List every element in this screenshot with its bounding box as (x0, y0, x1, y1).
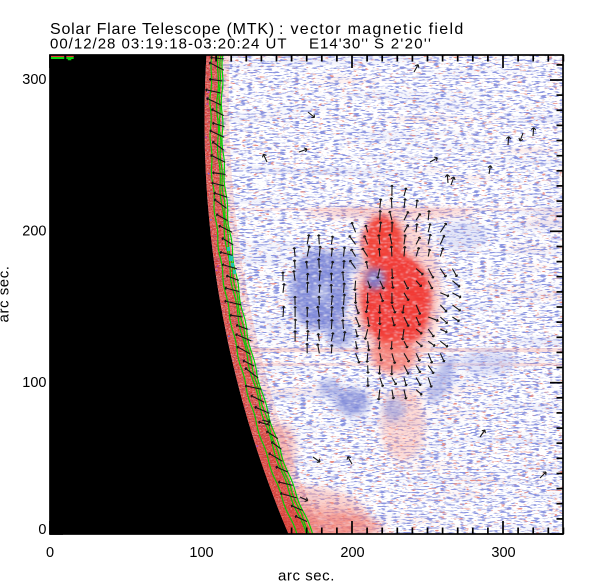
svg-text:200: 200 (340, 545, 364, 561)
svg-text:arc sec.: arc sec. (0, 266, 13, 323)
svg-text:200: 200 (22, 224, 46, 240)
svg-text:E14'30'': E14'30'' (309, 36, 369, 53)
svg-text:arc sec.: arc sec. (278, 568, 335, 585)
svg-text:100: 100 (22, 375, 46, 391)
svg-text:0: 0 (38, 522, 46, 538)
svg-text:300: 300 (491, 545, 515, 561)
svg-text:S 2'20'': S 2'20'' (374, 36, 432, 53)
svg-text:100: 100 (189, 545, 213, 561)
svg-text:00/12/28 03:19:18-03:20:24 UT: 00/12/28 03:19:18-03:20:24 UT (50, 36, 288, 53)
svg-text:Solar Flare Telescope (MTK): Solar Flare Telescope (MTK) (50, 21, 275, 38)
svg-text:: vector magnetic field: : vector magnetic field (279, 21, 465, 38)
svg-text:300: 300 (22, 72, 46, 88)
svg-text:0: 0 (46, 545, 54, 561)
